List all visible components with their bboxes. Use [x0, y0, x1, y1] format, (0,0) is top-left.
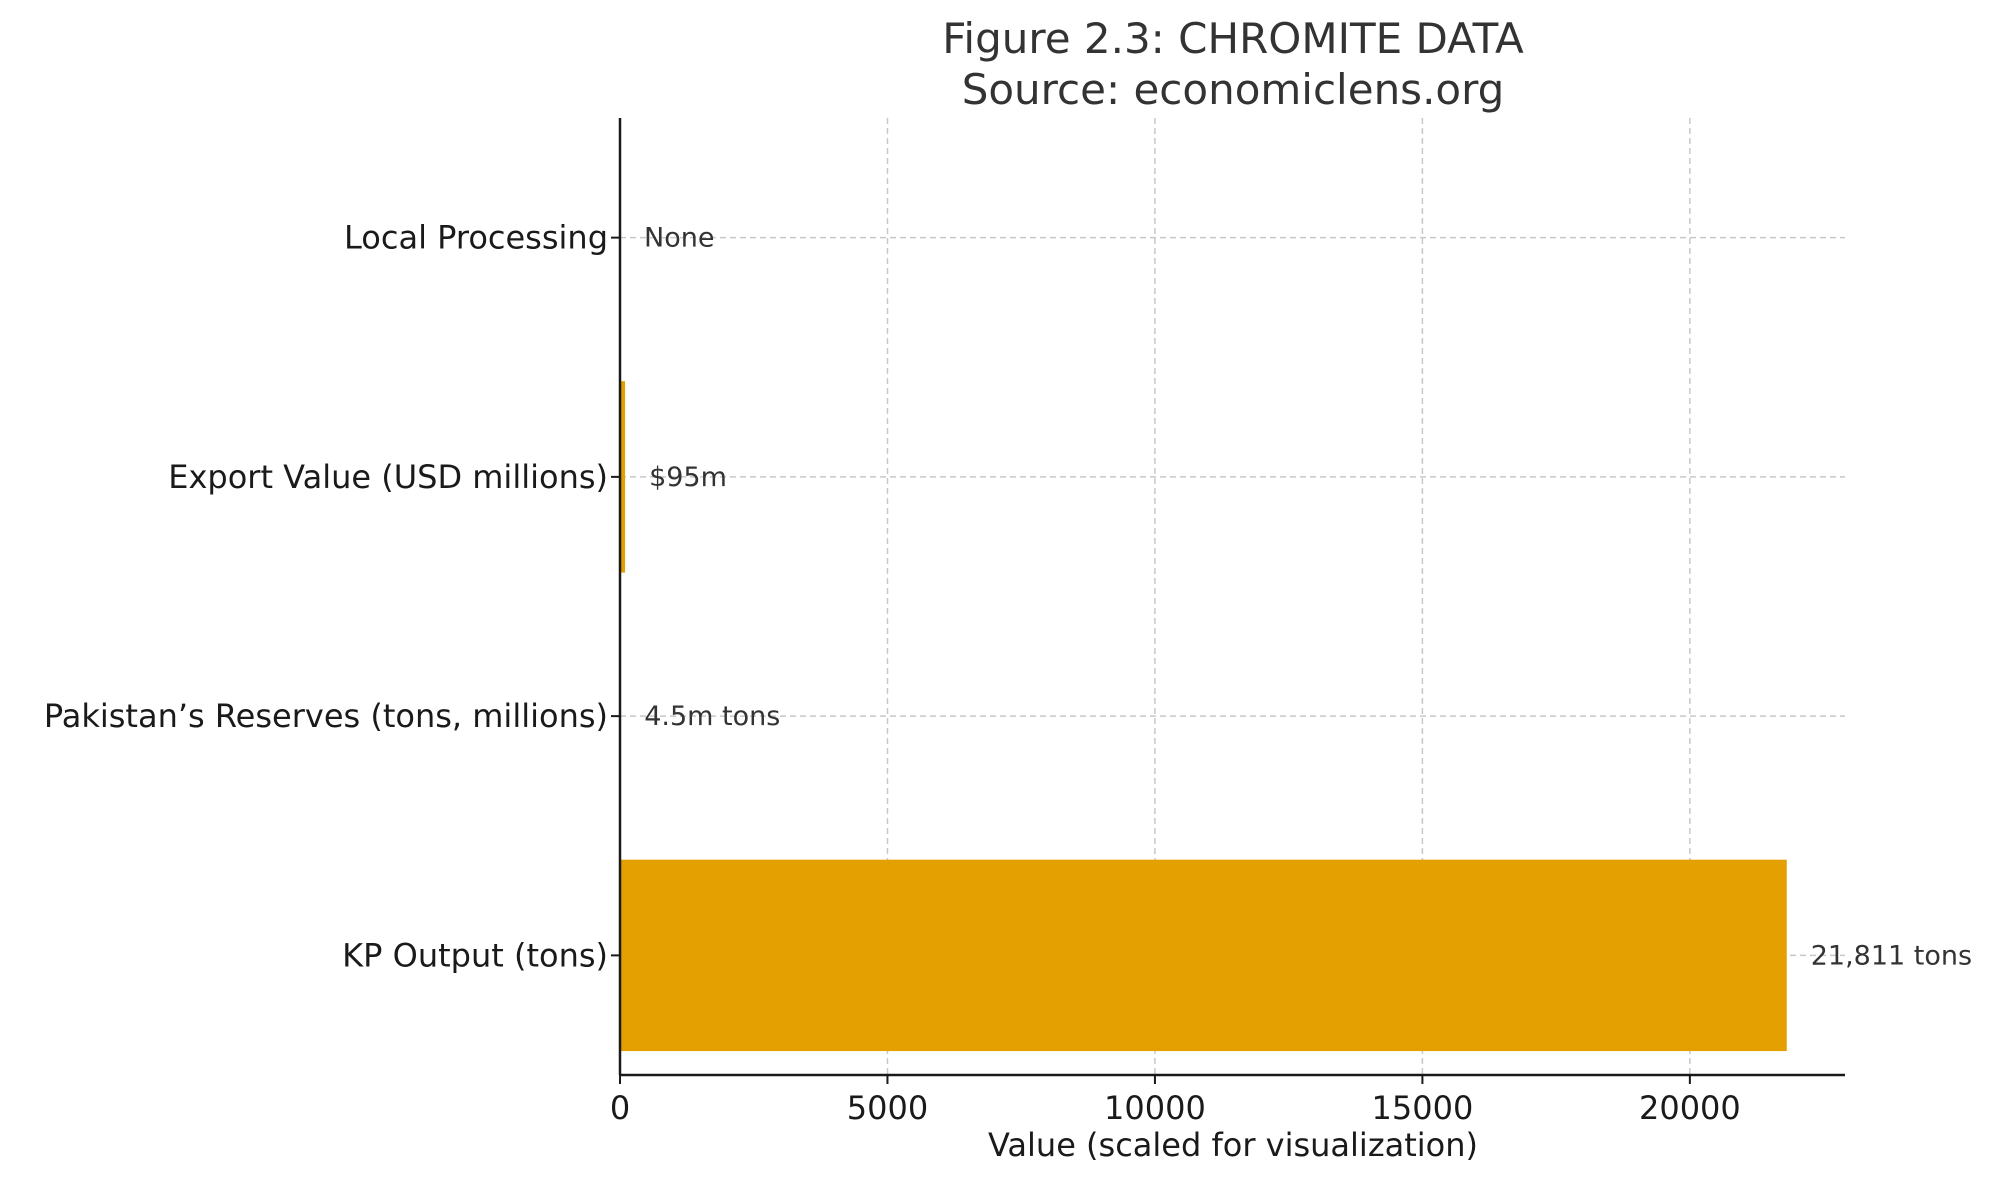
x-tick-label-0: 0: [610, 1089, 630, 1127]
axis-layer: [611, 118, 1845, 1084]
x-tick-label-3: 15000: [1372, 1089, 1474, 1127]
category-label-2: Export Value (USD millions): [168, 458, 608, 496]
data-label-2: $95m: [649, 462, 727, 493]
category-label-0: KP Output (tons): [342, 936, 608, 974]
chart-subtitle: Source: economiclens.org: [962, 65, 1505, 114]
x-tick-label-2: 10000: [1104, 1089, 1206, 1127]
label-layer: 0 5000 10000 15000 20000 KP Output (tons) Paki…: [44, 219, 1972, 1127]
bar-2: [620, 381, 626, 573]
data-label-0: 21,811 tons: [1811, 940, 1972, 971]
x-tick-label-4: 20000: [1639, 1089, 1741, 1127]
bar-0: [620, 859, 1787, 1052]
category-label-1: Pakistan’s Reserves (tons, millions): [44, 697, 608, 735]
chart-title: Figure 2.3: CHROMITE DATA: [942, 14, 1524, 63]
x-axis-title: Value (scaled for visualization): [988, 1126, 1478, 1164]
data-label-1: 4.5m tons: [644, 701, 780, 732]
category-label-3: Local Processing: [344, 219, 608, 257]
data-label-3: None: [644, 223, 714, 254]
x-tick-label-1: 5000: [847, 1089, 928, 1127]
bar-layer: [620, 381, 1787, 1052]
